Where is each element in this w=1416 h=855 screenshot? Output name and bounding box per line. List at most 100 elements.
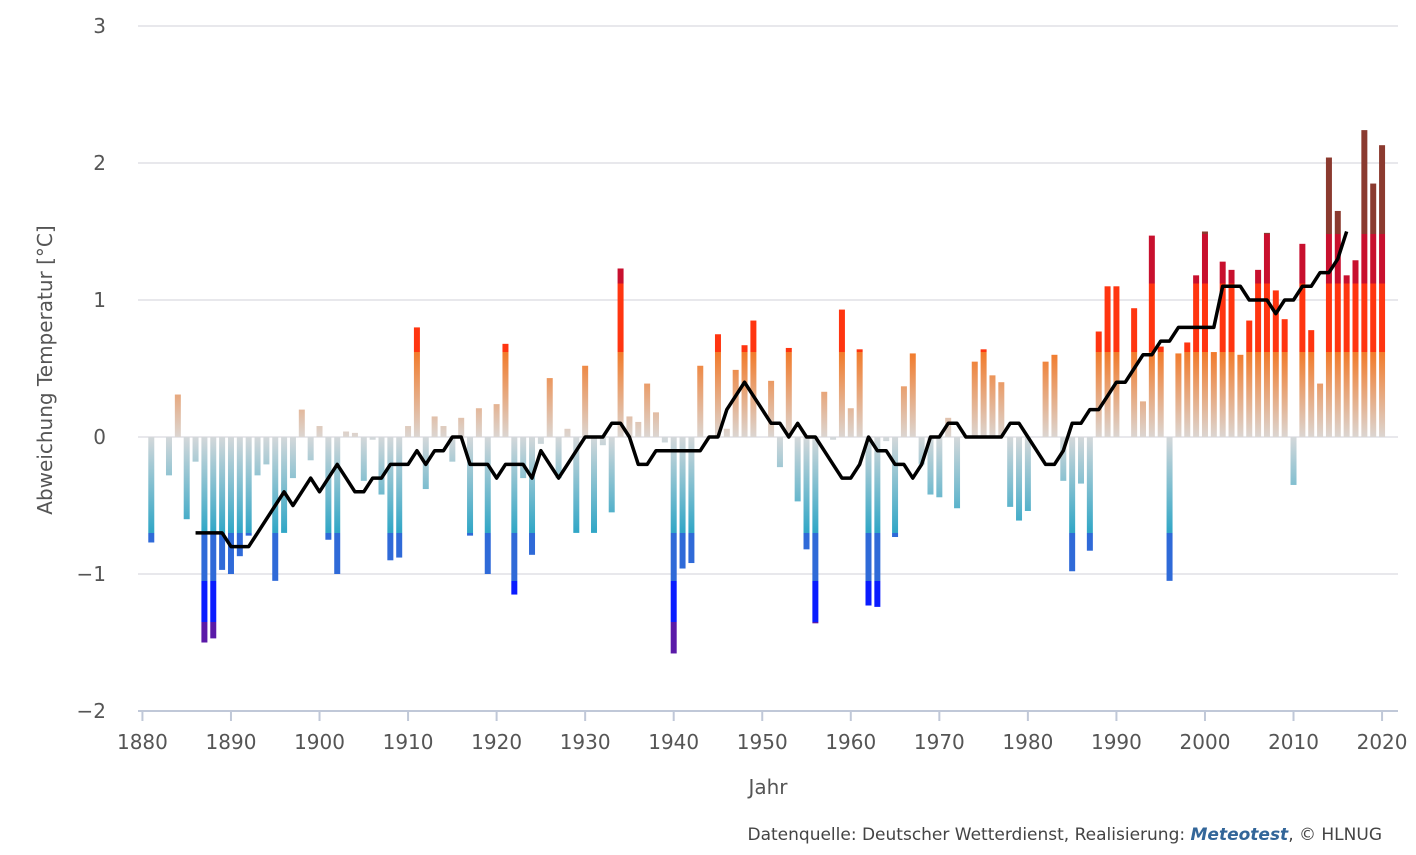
x-tick-label: 1960 [825,730,876,754]
bar [1263,232,1270,437]
running-mean-line [195,230,1349,549]
bar [847,408,854,437]
bar [475,408,482,437]
bar [1237,354,1244,437]
bar [440,426,447,437]
bar [1228,269,1235,437]
bar [635,421,642,437]
bar [927,437,934,495]
bar [1095,331,1102,437]
bar [1193,275,1200,437]
bar [582,365,589,437]
bar [785,347,792,437]
bar [1184,342,1191,437]
bar [874,437,881,607]
bar [1281,319,1288,437]
bar [652,412,659,437]
bar [1157,346,1164,437]
bar [750,320,757,437]
bar [1016,437,1023,521]
y-axis-title: Abweichung Temperatur [°C] [33,225,57,514]
bar [555,437,562,479]
bar [537,437,544,444]
bar [1255,269,1262,437]
source-text: Datenquelle: Deutscher Wetterdienst, Rea… [747,825,1186,845]
x-tick-label: 1890 [206,730,257,754]
bar [768,380,775,437]
x-tick-label: 1920 [471,730,522,754]
bar [909,353,916,437]
bar [998,382,1005,437]
bar [343,431,350,437]
bar [1379,145,1386,437]
x-tick-label: 1980 [1002,730,1053,754]
bar [281,437,288,533]
bar [599,437,606,446]
bar [307,437,314,461]
bar [723,428,730,437]
bar [945,417,952,437]
bar [493,404,500,437]
bar [236,437,243,557]
source-suffix: , © HLNUG [1288,825,1382,845]
bar [803,437,810,550]
x-tick-label: 1930 [560,730,611,754]
source-link[interactable]: Meteotest [1190,825,1289,845]
bar [467,437,474,536]
bar [1290,437,1297,485]
bar [1361,130,1368,437]
bar [165,437,172,476]
bar [1370,183,1377,437]
source-note: Datenquelle: Deutscher Wetterdienst, Rea… [748,825,1383,845]
bar [1078,437,1085,484]
bar [1325,157,1332,437]
bar [449,437,456,462]
bar [856,349,863,437]
bar [1113,286,1120,437]
bar [148,437,155,543]
bar [201,437,208,643]
bar [192,437,199,462]
bar [387,437,394,561]
bar [1139,401,1146,437]
x-tick-label: 1970 [914,730,965,754]
x-tick-label: 1990 [1091,730,1142,754]
bar [989,375,996,437]
x-tick-label: 2020 [1357,730,1408,754]
bar [316,426,323,437]
bar [1104,286,1111,437]
bar [219,437,226,570]
bar [1272,290,1279,437]
y-tick-label: −2 [77,699,106,723]
bar [520,437,527,479]
bar [1219,261,1226,437]
bar [502,343,509,437]
bar [591,437,598,533]
bar [1069,437,1076,572]
bar [334,437,341,574]
bar [564,428,571,437]
bar [821,391,828,437]
bar [573,437,580,533]
bar [741,345,748,437]
bar [1334,210,1341,437]
bar [325,437,332,540]
bar [1352,260,1359,437]
bar [617,268,624,437]
bar [626,416,633,437]
bar [272,437,279,581]
bar [644,383,651,437]
bar [954,437,961,509]
bar [1024,437,1031,511]
bar [732,369,739,437]
x-axis-title: Jahr [746,775,788,799]
bar [511,437,518,595]
bar [458,417,465,437]
bar [1148,235,1155,437]
bar [1201,231,1208,437]
bar [714,334,721,437]
bar [1086,437,1093,551]
bar [1317,383,1324,437]
bar [263,437,270,465]
